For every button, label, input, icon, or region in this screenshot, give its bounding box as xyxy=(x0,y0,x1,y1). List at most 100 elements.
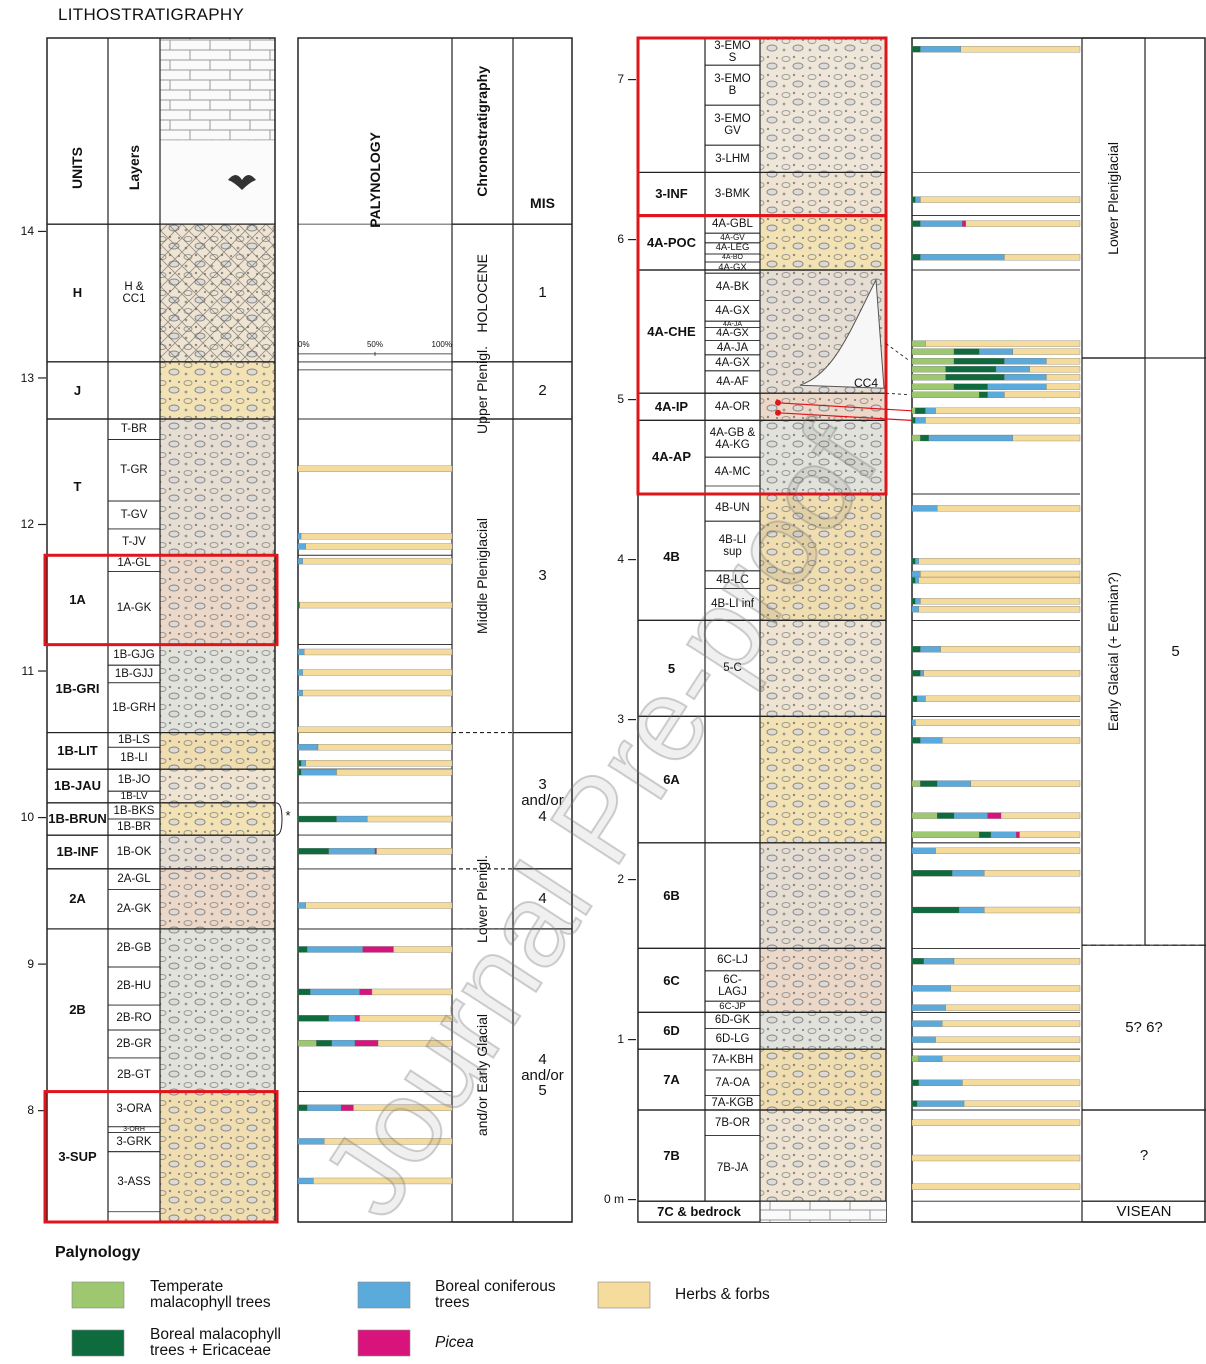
pollen-segment xyxy=(920,598,1080,604)
palynology-header-box: PALYNOLOGY xyxy=(298,38,452,322)
pollen-segment xyxy=(912,1120,1080,1126)
chrono-label-box: Middle Pleniglacial xyxy=(452,419,513,733)
layer-label-box: 1B-OK xyxy=(109,835,159,869)
layer-label-box: T-BR xyxy=(109,419,159,440)
layer-label: 1B-GRH xyxy=(112,702,155,714)
pollen-segment xyxy=(298,816,337,822)
layer-label: 2B-GT xyxy=(117,1069,151,1081)
layer-label: 6C-JP xyxy=(719,1002,745,1012)
layer-label-box: 4A-GV xyxy=(706,233,759,243)
pollen-segment xyxy=(988,392,1005,398)
pollen-segment xyxy=(298,543,306,549)
pollen-segment xyxy=(951,985,1080,991)
pollen-segment xyxy=(1004,374,1046,380)
combined-label: VISEAN xyxy=(1116,1204,1171,1220)
sediment-texture xyxy=(760,716,886,842)
layer-label: 4A-LEG xyxy=(716,243,750,253)
layer-label-box: 6D-LG xyxy=(706,1028,759,1049)
unit-label-box: 4A-CHE xyxy=(638,270,705,393)
sediment-texture xyxy=(160,803,275,835)
pollen-segment xyxy=(912,349,954,355)
chrono-label: Lower Pleniglacial xyxy=(1106,142,1121,255)
layer-label: 4A-GB & 4A-KG xyxy=(709,427,756,451)
pollen-segment xyxy=(971,781,1080,787)
sediment-texture xyxy=(760,948,886,1012)
pollen-scale-label: 0% xyxy=(298,341,310,349)
unit-label-box: H xyxy=(47,224,108,362)
unit-label: H xyxy=(73,286,82,300)
unit-label: 4B xyxy=(663,550,680,564)
sediment-texture xyxy=(760,1110,886,1201)
layer-label: 7B-OR xyxy=(715,1117,750,1129)
cave-roof xyxy=(160,38,275,140)
depth-tick-label-box: 0 m xyxy=(586,1192,624,1208)
asterisk: * xyxy=(285,809,290,823)
layer-label: T-BR xyxy=(121,423,147,435)
layer-label-box: 1B-JO xyxy=(109,769,159,791)
pollen-segment xyxy=(920,646,940,652)
pollen-segment xyxy=(337,816,368,822)
pollen-segment xyxy=(915,417,925,423)
depth-tick-label-box: 8 xyxy=(0,1103,34,1119)
pollen-segment xyxy=(912,435,920,441)
sediment-texture xyxy=(160,733,275,770)
pollen-segment xyxy=(925,417,1080,423)
layers-header: Layers xyxy=(127,145,142,190)
pollen-segment xyxy=(912,813,937,819)
layer-label-box: 4A-LEG xyxy=(706,243,759,254)
pollen-segment xyxy=(941,646,1080,652)
pollen-segment xyxy=(912,571,920,577)
unit-label-box: 7B xyxy=(638,1110,705,1201)
figure-title: LITHOSTRATIGRAPHY xyxy=(58,6,244,24)
pollen-segment xyxy=(298,1040,316,1046)
pollen-segment xyxy=(301,769,336,775)
layer-label: 2A-GK xyxy=(117,903,152,915)
layer-label: 7A-KBH xyxy=(712,1054,754,1066)
pollen-segment xyxy=(298,602,300,608)
layer-label-box: 3-LHM xyxy=(706,145,759,172)
pollen-segment xyxy=(912,1037,936,1043)
pollen-segment xyxy=(298,533,301,539)
pollen-segment xyxy=(912,1005,946,1011)
pollen-segment xyxy=(329,848,375,854)
pollen-segment xyxy=(954,358,1004,364)
mis-label: 1 xyxy=(538,285,546,301)
unit-label-box: 2B xyxy=(47,929,108,1092)
pollen-scale-label: 100% xyxy=(432,341,452,349)
pollen-segment xyxy=(1046,358,1080,364)
pollen-segment xyxy=(367,816,452,822)
pollen-segment xyxy=(298,989,310,995)
legend-label: Picea xyxy=(435,1335,474,1351)
depth-tick-label-box: 13 xyxy=(0,370,34,386)
sediment-texture xyxy=(160,869,275,929)
layer-label-box: 1A-GK xyxy=(109,571,159,644)
sediment-texture xyxy=(760,1049,886,1110)
pollen-segment xyxy=(979,349,1013,355)
layer-label: 6D-GK xyxy=(715,1014,750,1026)
layer-label: 3-ASS xyxy=(117,1176,150,1188)
unit-label: 6C xyxy=(663,974,680,988)
sediment-texture xyxy=(160,835,275,869)
layer-label: 1B-GJJ xyxy=(115,668,153,680)
pollen-segment xyxy=(988,384,1047,390)
pollen-segment xyxy=(912,341,925,347)
pollen-segment xyxy=(318,744,452,750)
layer-label: 2B-RO xyxy=(116,1012,151,1024)
layer-label: 2A-GL xyxy=(117,873,150,885)
pollen-segment xyxy=(912,848,936,854)
chrono-label-box: Upper Plenigl. xyxy=(452,362,513,419)
layer-label: 3-EMO B xyxy=(709,73,756,97)
layer-label-box: 1B-GJG xyxy=(109,645,159,666)
pollen-segment xyxy=(936,848,1080,854)
pollen-segment xyxy=(920,737,942,743)
pollen-segment xyxy=(920,781,937,787)
unit-label-box: 1B-JAU xyxy=(47,769,108,803)
pollen-segment xyxy=(912,606,919,612)
unit-label-box: J xyxy=(47,362,108,419)
unit-label-box: 6D xyxy=(638,1012,705,1049)
pollen-segment xyxy=(954,958,1080,964)
layer-label-box: 3-EMO GV xyxy=(706,105,759,145)
sediment-texture xyxy=(160,769,275,803)
unit-label: 1A xyxy=(69,593,86,607)
layer-label: H & CC1 xyxy=(112,281,156,305)
